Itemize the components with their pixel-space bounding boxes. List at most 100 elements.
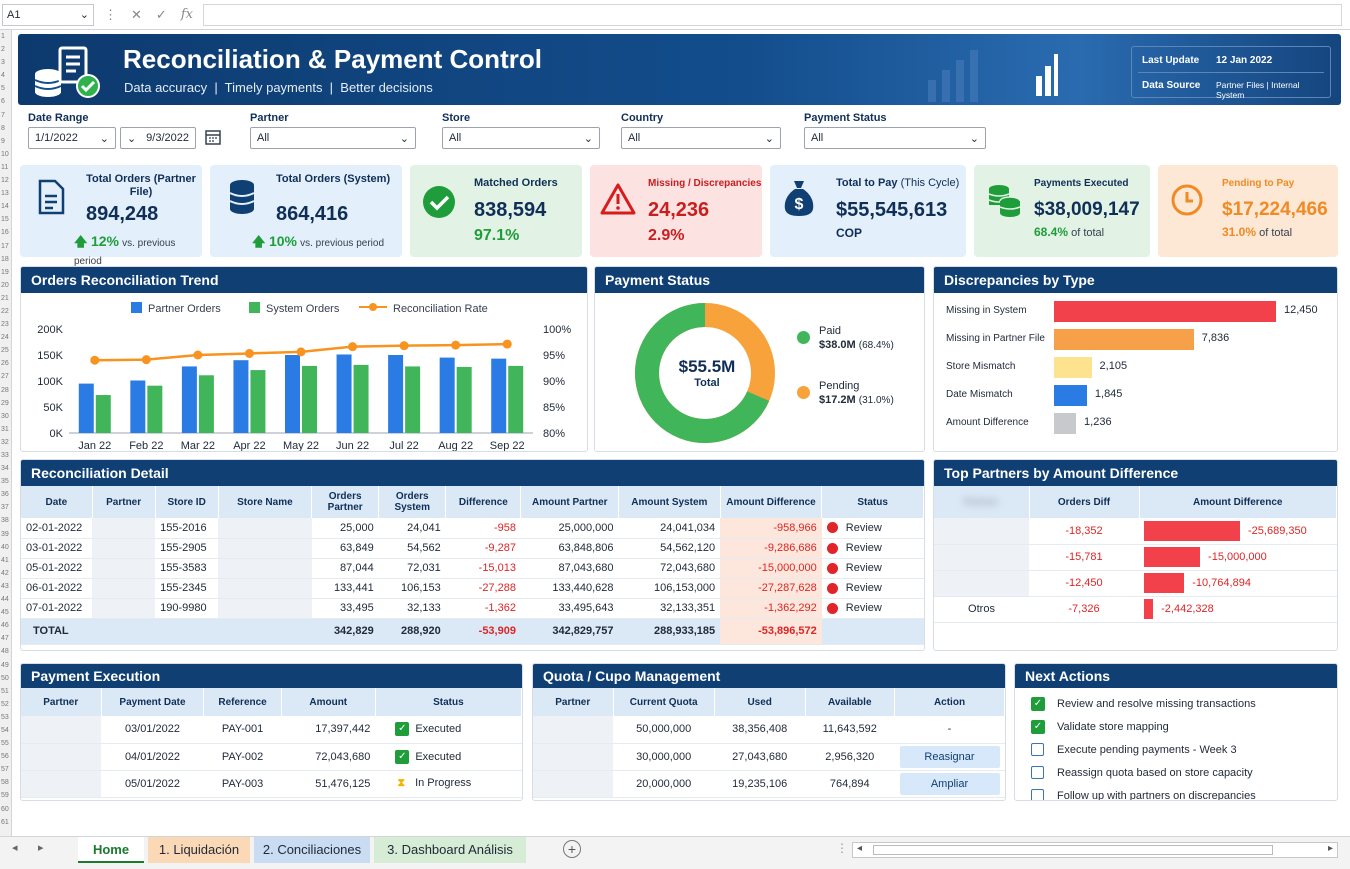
row-number[interactable]: 20 (1, 281, 9, 289)
row-number[interactable]: 5 (1, 85, 5, 93)
table-row[interactable]: 30,000,000 27,043,680 2,956,320 Reasignar (533, 743, 1005, 771)
table-row[interactable]: 02-01-2022 155-2016 25,000 24,041 -958 25,000… (21, 518, 924, 539)
checkbox-checked-icon[interactable]: ✓ (1031, 696, 1045, 711)
row-number[interactable]: 18 (1, 255, 9, 263)
name-box[interactable]: A1 ⌄ (2, 3, 94, 26)
row-number[interactable]: 38 (1, 517, 9, 525)
row-number[interactable]: 1 (1, 33, 5, 40)
row-number[interactable]: 51 (1, 687, 9, 695)
cancel-icon[interactable]: ✕ (131, 6, 142, 22)
row-number[interactable]: 14 (1, 203, 9, 211)
scroll-right-icon[interactable]: ▸ (38, 842, 44, 854)
action-item[interactable]: Follow up with partners on discrepancies (1031, 784, 1337, 800)
row-number[interactable]: 29 (1, 399, 9, 407)
table-row[interactable]: 07-01-2022 190-9980 33,495 32,133 -1,362 33,4… (21, 598, 924, 619)
row-number[interactable]: 54 (1, 726, 9, 734)
scroll-left-arrow-icon[interactable]: ◂ (857, 843, 863, 854)
reasignar-button[interactable]: Reasignar (899, 745, 1000, 768)
table-row[interactable]: 20,000,000 19,235,106 764,894 Ampliar (533, 770, 1005, 798)
table-row[interactable]: 05/01/2022 PAY-003 51,476,125 ⧗ In Progress (21, 770, 522, 798)
date-from-select[interactable]: 1/1/2022 ⌄ (28, 127, 116, 149)
row-number[interactable]: 16 (1, 229, 9, 237)
row-number[interactable]: 9 (1, 137, 5, 145)
action-item[interactable]: Reassign quota based on store capacity (1031, 761, 1337, 784)
row-number[interactable]: 50 (1, 674, 9, 682)
table-row[interactable]: 06-01-2022 155-2345 133,441 106,153 -27,288 1… (21, 578, 924, 599)
row-number[interactable]: 32 (1, 438, 9, 446)
row-number[interactable]: 39 (1, 530, 9, 538)
action-item[interactable]: ✓ Review and resolve missing transactions (1031, 692, 1337, 715)
row-number[interactable]: 37 (1, 504, 9, 512)
table-row[interactable]: Otros -7,326 -2,442,328 (934, 596, 1337, 623)
table-row[interactable]: 03/01/2022 PAY-001 17,397,442 ✓ Executed (21, 716, 522, 744)
row-number[interactable]: 2 (1, 46, 5, 54)
row-number[interactable]: 47 (1, 635, 9, 643)
table-row[interactable]: -18,352 -25,689,350 (934, 518, 1337, 545)
row-number[interactable]: 41 (1, 556, 9, 564)
row-number[interactable]: 4 (1, 72, 5, 80)
row-number[interactable]: 55 (1, 740, 9, 748)
row-number[interactable]: 48 (1, 648, 9, 656)
row-number[interactable]: 58 (1, 779, 9, 787)
row-number[interactable]: 11 (1, 163, 9, 171)
table-row[interactable]: 03-01-2022 155-2905 63,849 54,562 -9,287 63,8… (21, 538, 924, 559)
scroll-right-arrow-icon[interactable]: ▸ (1327, 843, 1333, 854)
row-number[interactable]: 27 (1, 373, 9, 381)
sheet-tab[interactable]: 2. Conciliaciones (254, 837, 370, 863)
row-number[interactable]: 34 (1, 465, 9, 473)
sheet-tab[interactable]: Home (78, 837, 144, 863)
enter-icon[interactable]: ✓ (155, 6, 167, 22)
checkbox-checked-icon[interactable]: ✓ (1031, 719, 1045, 734)
row-number[interactable]: 13 (1, 190, 9, 198)
fx-icon[interactable]: fx (180, 6, 193, 22)
row-number[interactable]: 25 (1, 347, 9, 355)
row-number[interactable]: 59 (1, 792, 9, 800)
sheet-tab[interactable]: 1. Liquidación (148, 837, 250, 863)
country-select[interactable]: All ⌄ (621, 127, 781, 149)
date-to-select[interactable]: ⌄ 9/3/2022 (120, 127, 196, 149)
row-number[interactable]: 56 (1, 753, 9, 761)
row-number[interactable]: 12 (1, 177, 9, 185)
scroll-left-icon[interactable]: ◂ (12, 842, 18, 854)
partner-select[interactable]: All ⌄ (250, 127, 416, 149)
row-number[interactable]: 23 (1, 321, 9, 329)
row-number[interactable]: 17 (1, 242, 9, 250)
action-item[interactable]: Execute pending payments - Week 3 (1031, 738, 1337, 761)
row-number[interactable]: 26 (1, 360, 9, 368)
row-number[interactable]: 60 (1, 805, 9, 813)
checkbox-icon[interactable] (1031, 766, 1044, 779)
table-row[interactable]: -15,781 -15,000,000 (934, 544, 1337, 571)
row-number[interactable]: 53 (1, 713, 9, 721)
row-number[interactable]: 49 (1, 661, 9, 669)
row-number[interactable]: 10 (1, 150, 9, 158)
scrollbar-thumb[interactable] (873, 845, 1273, 855)
add-sheet-icon[interactable]: + (563, 840, 581, 858)
row-number[interactable]: 57 (1, 766, 9, 774)
table-row[interactable]: -12,450 -10,764,894 (934, 570, 1337, 597)
store-select[interactable]: All ⌄ (442, 127, 600, 149)
ampliar-button[interactable]: Ampliar (899, 772, 1000, 795)
action-item[interactable]: ✓ Validate store mapping (1031, 715, 1337, 738)
row-number[interactable]: 31 (1, 425, 9, 433)
checkbox-icon[interactable] (1031, 743, 1044, 756)
row-number[interactable]: 6 (1, 98, 5, 106)
row-number[interactable]: 28 (1, 386, 9, 394)
table-row[interactable]: 05-01-2022 155-3583 87,044 72,031 -15,013 87,… (21, 558, 924, 579)
row-number[interactable]: 35 (1, 478, 9, 486)
row-number[interactable]: 24 (1, 334, 9, 342)
row-number[interactable]: 61 (1, 818, 9, 826)
row-number[interactable]: 52 (1, 700, 9, 708)
row-number[interactable]: 30 (1, 412, 9, 420)
checkbox-icon[interactable] (1031, 789, 1044, 800)
row-number[interactable]: 40 (1, 543, 9, 551)
horizontal-scrollbar[interactable]: ◂ ▸ (852, 842, 1338, 858)
sheet-tab[interactable]: 3. Dashboard Análisis (374, 837, 526, 863)
row-number[interactable]: 22 (1, 307, 9, 315)
row-number[interactable]: 44 (1, 596, 9, 604)
row-number[interactable]: 42 (1, 569, 9, 577)
row-number[interactable]: 45 (1, 609, 9, 617)
calendar-icon[interactable] (200, 127, 226, 149)
row-number[interactable]: 36 (1, 491, 9, 499)
row-number[interactable]: 46 (1, 622, 9, 630)
formula-input[interactable] (202, 3, 1342, 26)
